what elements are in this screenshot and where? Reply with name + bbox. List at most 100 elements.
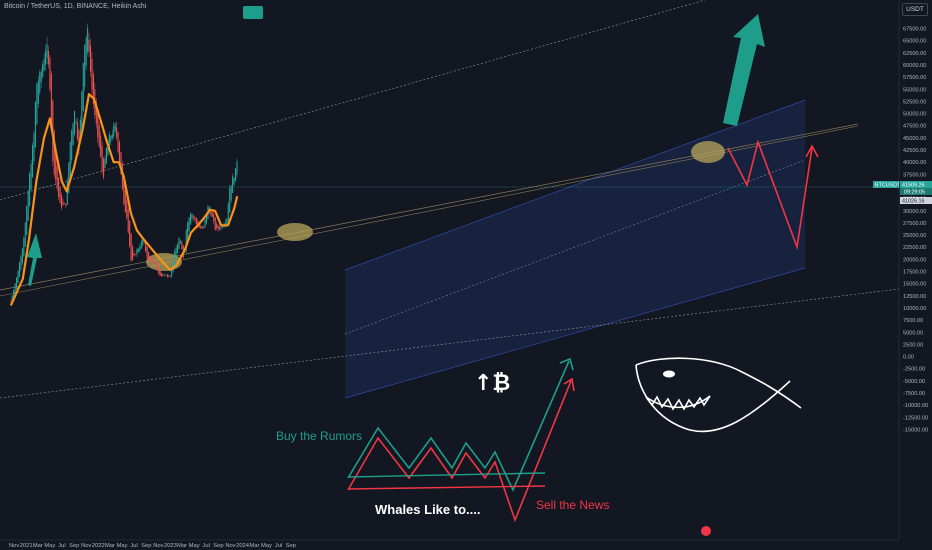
x-tick-label: 2021 xyxy=(20,543,33,549)
candle-body xyxy=(84,44,86,87)
candle-body xyxy=(92,74,94,105)
sell-text: Sell the News xyxy=(536,498,609,512)
last-price-tag xyxy=(900,181,932,188)
y-tick-label: 52500.00 xyxy=(903,99,926,105)
candle-body xyxy=(127,209,129,233)
candle-body xyxy=(72,123,74,146)
y-tick-label: 42500.00 xyxy=(903,148,926,154)
candle-body xyxy=(39,72,41,93)
candle-body xyxy=(162,274,164,276)
candle-body xyxy=(91,58,93,90)
candle-body xyxy=(174,251,176,267)
symbol-tag-label: BTCUSDT xyxy=(875,183,901,189)
candle-body xyxy=(23,237,25,256)
candle-body xyxy=(166,274,168,277)
candle-body xyxy=(121,163,123,189)
chart-title: Bitcoin / TetherUS, 1D, BINANCE, Heikin … xyxy=(4,3,147,10)
candle-body xyxy=(226,218,228,224)
y-tick-label: -5000.00 xyxy=(903,379,925,385)
x-tick-label: Mar xyxy=(249,543,259,549)
currency-button[interactable]: USDT xyxy=(902,3,928,16)
candle-body xyxy=(161,272,163,276)
last-price-value: 41509.26 xyxy=(902,183,924,189)
touch-ellipse-2 xyxy=(277,223,313,241)
candle-body xyxy=(95,102,97,124)
y-tick-label: 65000.00 xyxy=(903,39,926,45)
candle-body xyxy=(75,121,77,123)
candle-body xyxy=(18,262,21,278)
open-price-value: 41026.16 xyxy=(902,199,924,205)
x-tick-label: Jul xyxy=(58,543,65,549)
y-tick-label: -15000.00 xyxy=(903,427,928,433)
candle-body xyxy=(58,177,60,197)
drawings-front: Buy the Rumors Sell the News Whales Like… xyxy=(27,6,819,536)
candle-body xyxy=(143,242,145,244)
candle-body xyxy=(221,226,224,228)
candle-body xyxy=(145,242,147,252)
candle-body xyxy=(89,45,92,72)
candle-body xyxy=(168,275,170,278)
y-tick-label: 60000.00 xyxy=(903,63,926,69)
touch-ellipse-3 xyxy=(691,141,725,163)
y-tick-label: 27500.00 xyxy=(903,221,926,227)
candle-body xyxy=(50,73,52,129)
candle-body xyxy=(217,225,219,230)
x-tick-label: Sep xyxy=(213,543,223,549)
candle-body xyxy=(104,158,106,168)
ath-flag-icon xyxy=(243,6,263,19)
x-tick-label: Sep xyxy=(141,543,151,549)
candle-body xyxy=(140,241,142,249)
x-tick-label: Jul xyxy=(202,543,209,549)
y-tick-label: 37500.00 xyxy=(903,172,926,178)
candle-body xyxy=(204,219,206,228)
candle-body xyxy=(156,262,158,270)
candle-body xyxy=(43,58,45,71)
candle-body xyxy=(130,233,132,261)
candle-body xyxy=(79,119,81,141)
candle-body xyxy=(147,252,150,260)
candle-body xyxy=(49,57,51,90)
x-tick-label: 2023 xyxy=(164,543,177,549)
y-tick-label: 12500.00 xyxy=(903,294,926,300)
candle-body xyxy=(220,226,222,229)
y-tick-label: 0.00 xyxy=(903,355,914,361)
candle-body xyxy=(17,271,19,284)
candle-body xyxy=(234,168,237,182)
candle-body xyxy=(188,217,190,232)
channel-lower-line xyxy=(344,267,806,399)
candle-body xyxy=(187,222,189,241)
candle-body xyxy=(78,130,80,151)
event-marker-icon[interactable] xyxy=(701,526,711,536)
y-tick-label: 57500.00 xyxy=(903,75,926,81)
y-tick-label: -10000.00 xyxy=(903,403,928,409)
candle-body xyxy=(229,188,231,213)
candle-body xyxy=(85,38,87,66)
candle-body xyxy=(31,145,34,178)
candle-body xyxy=(155,261,157,264)
candle-body xyxy=(169,275,171,277)
candle-body xyxy=(213,214,215,222)
candle-body xyxy=(149,255,151,261)
candle-body xyxy=(113,125,115,137)
candle-body xyxy=(233,177,235,185)
candle-body xyxy=(120,152,122,175)
candle-body xyxy=(179,240,181,244)
candle-body xyxy=(108,134,110,149)
candle-body xyxy=(11,295,13,301)
candle-body xyxy=(24,222,26,247)
x-tick-label: Jul xyxy=(130,543,137,549)
candle-body xyxy=(36,83,38,125)
channel-upper-line xyxy=(344,99,806,271)
candle-body xyxy=(200,225,202,229)
candle-body xyxy=(62,201,64,206)
price-scale-panel[interactable] xyxy=(899,0,932,540)
y-tick-label: 20000.00 xyxy=(903,257,926,263)
candle-body xyxy=(56,166,58,189)
y-tick-label: 22500.00 xyxy=(903,245,926,251)
x-axis: Nov 2021 Mar May Jul Sep Nov 2022 Mar May Jul Sep No… xyxy=(9,543,296,549)
y-tick-label: 47500.00 xyxy=(903,124,926,130)
candle-body xyxy=(198,224,200,228)
candle-body xyxy=(82,63,84,111)
y-tick-label: 25000.00 xyxy=(903,233,926,239)
